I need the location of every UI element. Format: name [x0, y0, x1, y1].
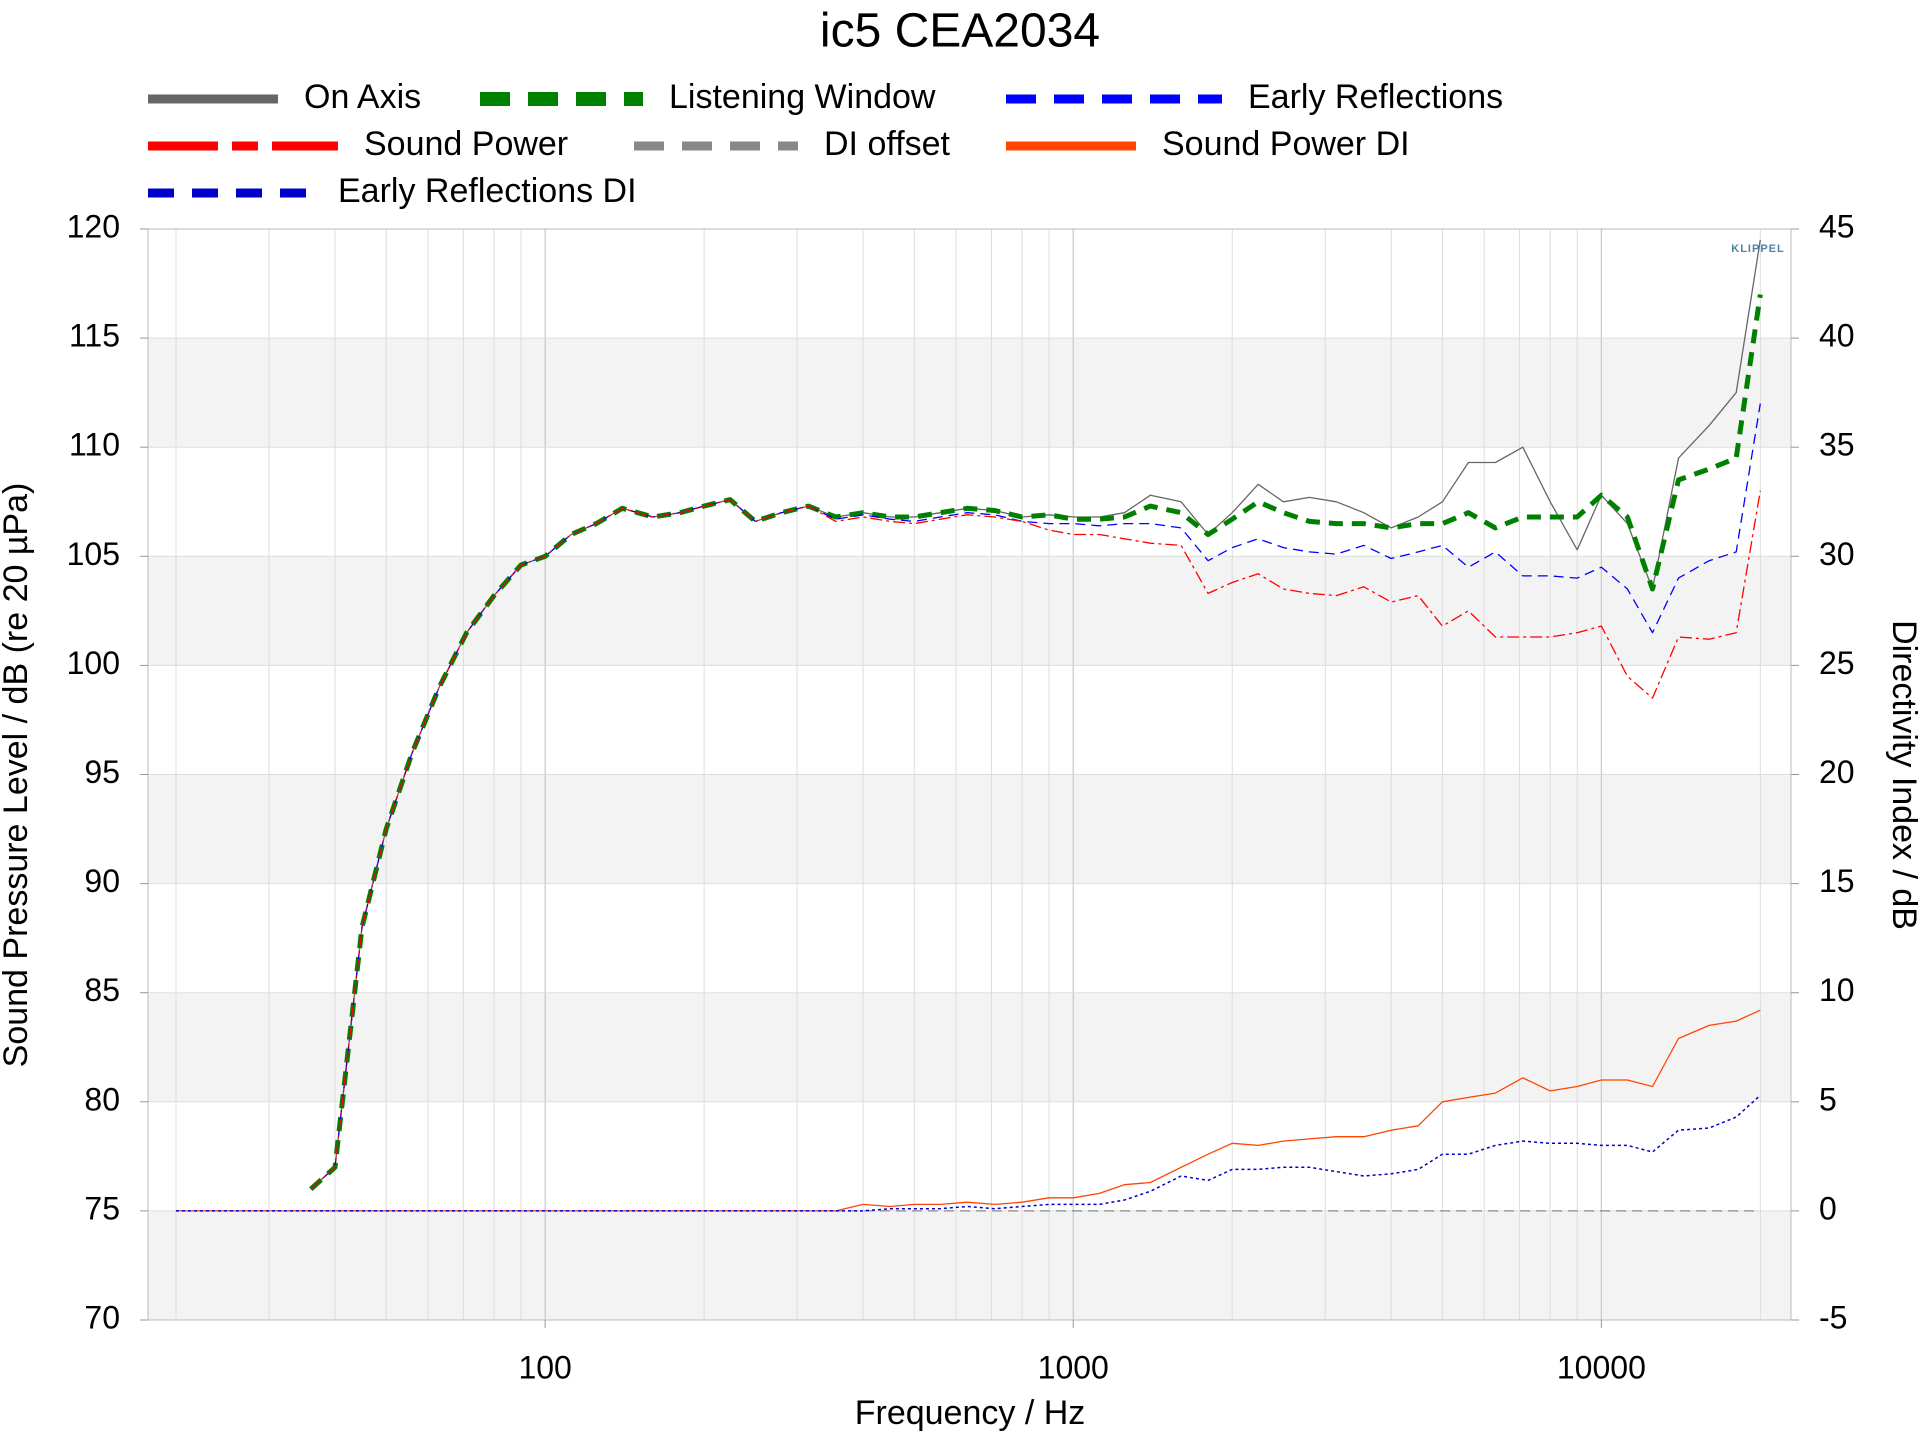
y2-tick-label: 15	[1819, 863, 1855, 899]
y2-tick-label: 45	[1819, 208, 1855, 244]
y2-axis-label: Directivity Index / dB	[1885, 620, 1920, 930]
y2-tick-label: 30	[1819, 536, 1855, 572]
series-line	[310, 490, 1761, 1190]
y-tick-label: 120	[67, 208, 120, 244]
plot-band	[148, 774, 1791, 884]
legend-label: On Axis	[304, 78, 421, 116]
legend-label: Early Reflections	[1248, 78, 1503, 116]
x-tick-label: 10000	[1557, 1349, 1646, 1385]
legend-label: Early Reflections DI	[338, 172, 637, 210]
series-layer	[176, 239, 1763, 1212]
y2-tick-label: 5	[1819, 1081, 1837, 1117]
y-tick-label: 100	[67, 645, 120, 681]
chart-title: ic5 CEA2034	[820, 5, 1100, 58]
y2-tick-label: 35	[1819, 427, 1855, 463]
y-tick-label: 115	[69, 318, 120, 354]
plot-band	[148, 1210, 1791, 1320]
y2-tick-label: 0	[1819, 1190, 1837, 1226]
legend-label: Sound Power	[364, 125, 568, 163]
y2-tick-label: 10	[1819, 972, 1855, 1008]
legend-label: Listening Window	[669, 78, 936, 116]
legend-label: Sound Power DI	[1162, 125, 1410, 163]
series-line	[176, 1094, 1761, 1212]
y-tick-label: 80	[84, 1081, 120, 1117]
y-tick-label: 110	[69, 427, 120, 463]
y-axis-label: Sound Pressure Level / dB (re 20 µPa)	[0, 483, 35, 1068]
watermark: KLIPPEL	[1731, 243, 1784, 255]
y-tick-label: 90	[84, 863, 120, 899]
plot-band	[148, 338, 1791, 448]
y2-tick-label: -5	[1819, 1299, 1847, 1335]
y2-tick-label: 40	[1819, 318, 1855, 354]
series-line	[176, 1009, 1761, 1212]
y-tick-label: 95	[84, 754, 120, 790]
y2-tick-label: 20	[1819, 754, 1855, 790]
series-line	[309, 294, 1763, 1191]
legend-label: DI offset	[824, 125, 951, 163]
y-tick-label: 70	[84, 1299, 120, 1335]
y2-tick-label: 25	[1819, 645, 1855, 681]
x-tick-label: 100	[518, 1349, 571, 1385]
x-tick-label: 1000	[1038, 1349, 1109, 1385]
x-axis-label: Frequency / Hz	[855, 1394, 1086, 1432]
y-tick-label: 85	[84, 972, 120, 1008]
plot-band	[148, 556, 1791, 666]
y-tick-label: 75	[84, 1190, 120, 1226]
y-tick-label: 105	[67, 536, 120, 572]
plot-band	[148, 992, 1791, 1102]
